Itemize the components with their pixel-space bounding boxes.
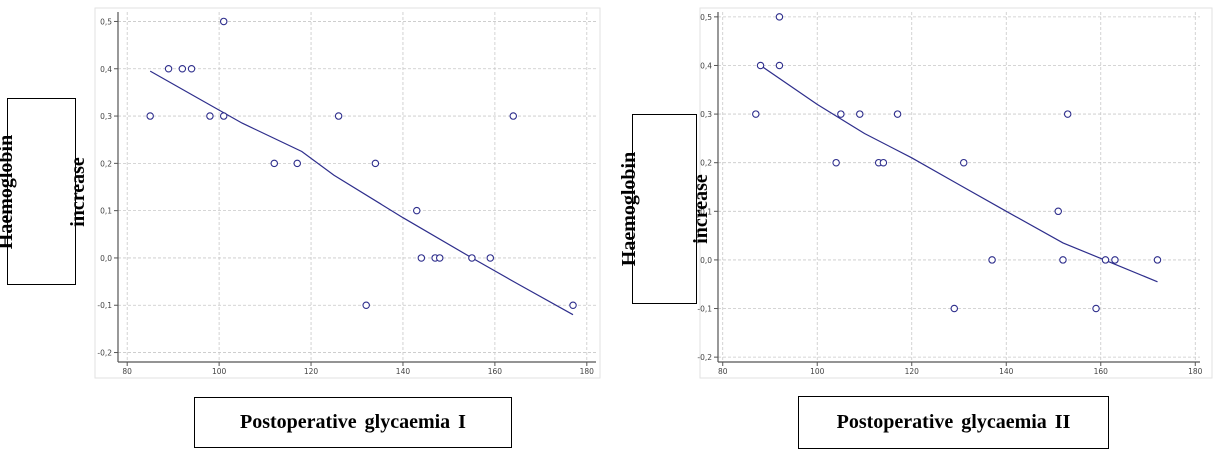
y-axis-label-line-1: Haemoglobin [0,134,17,249]
data-point [270,159,279,168]
data-point [950,304,959,313]
data-point [334,112,343,120]
data-point [1054,207,1062,216]
grid-lines [118,12,596,362]
data-point [1111,256,1119,264]
data-point [856,110,864,118]
data-point [569,301,577,309]
trend-line [760,65,1158,283]
data-point [486,254,495,262]
x-tick-label: 100 [810,367,825,376]
data-point [893,110,902,118]
x-tick-label: 140 [999,367,1014,376]
x-tick-label: 160 [488,367,503,376]
x-axis-label-1: Postoperative glycaemia I [194,397,512,448]
data-point [509,112,518,120]
y-tick-label: -0,1 [697,305,712,314]
y-tick-label: 0,0 [700,256,712,265]
y-axis-label-line-2: increase [689,174,712,244]
x-tick-label: 160 [1094,367,1109,376]
data-point [468,254,476,262]
data-point [1063,110,1072,118]
scatter-plot-2: -0,2 -0,1 0,0 0,1 0,2 0,3 0,4 0,5 80 100 120 140 160… [697,7,1213,379]
y-axis-label-box-2: Haemoglobin increase [618,114,712,304]
data-point [146,112,154,120]
data-point [775,13,784,21]
chart-panel-2: -0,2 -0,1 0,0 0,1 0,2 0,3 0,4 0,5 80 100 120 140 160… [608,0,1217,452]
y-tick-label: 0,2 [700,159,712,168]
y-tick-label: 0,3 [700,110,712,119]
y-axis-label-box-1: Haemoglobin increase [0,98,89,285]
data-point [206,112,214,120]
x-tick-label: 100 [212,367,227,376]
data-point [1092,304,1100,313]
y-tick-label: 0,2 [100,159,112,168]
data-point [219,112,228,120]
data-point [832,158,840,167]
y-tick-label: -0,2 [697,353,712,362]
data-point [988,256,996,264]
data-point [756,61,765,70]
data-point [435,254,444,262]
y-tick-label: 0,1 [100,207,112,216]
data-point [1153,256,1162,264]
data-point [959,158,968,167]
y-tick-label: -0,1 [97,301,112,310]
data-point [219,17,228,26]
trend-line [149,70,574,316]
chart-panel-1: -0,2 -0,1 0,0 0,1 0,2 0,3 0,4 0,5 80 100 120 140 160… [0,0,608,452]
y-tick-label: 0,1 [700,207,712,216]
y-tick-label: 0,4 [700,61,712,70]
data-point [164,65,173,73]
y-tick-label: 0,5 [100,17,112,26]
scatter-plot-1: -0,2 -0,1 0,0 0,1 0,2 0,3 0,4 0,5 80 100 120 140 160… [94,7,601,379]
y-tick-label: 0,5 [700,13,712,22]
x-axis-label-2: Postoperative glycaemia II [798,396,1109,449]
y-axis-label-2: Haemoglobin increase [569,152,761,266]
data-point [1059,256,1067,264]
data-point [1101,256,1110,264]
data-point [187,65,196,73]
data-point [752,110,760,118]
data-point [178,65,187,73]
data-point [775,61,784,70]
x-tick-label: 80 [122,367,132,376]
x-tick-label: 120 [304,367,319,376]
x-tick-label: 80 [718,367,728,376]
y-tick-label: 0,3 [100,112,112,121]
x-tick-label: 140 [396,367,411,376]
y-axis-label-line-1: Haemoglobin [617,151,640,267]
x-tick-label: 180 [1188,367,1203,376]
data-point [371,159,380,168]
y-tick-label: 0,0 [100,254,112,263]
data-point [362,301,370,309]
y-axis-label-1: Haemoglobin increase [0,134,138,248]
y-tick-label: -0,2 [97,349,112,358]
y-tick-label: 0,4 [100,65,112,74]
grid-lines [718,12,1200,362]
data-point [417,254,426,262]
y-axis-label-line-2: increase [66,156,89,227]
plot-frame [94,7,601,379]
plot-frame [699,7,1213,379]
data-point [412,206,421,215]
x-tick-label: 180 [580,367,595,376]
data-point [837,110,845,118]
data-point [879,158,888,167]
x-tick-label: 120 [905,367,920,376]
data-point [293,159,301,168]
